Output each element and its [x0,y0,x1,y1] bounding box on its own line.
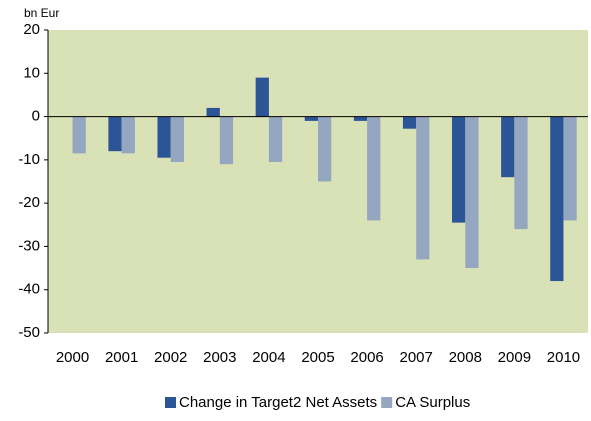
bar [353,116,368,121]
y-tick-label: 20 [23,21,40,38]
bar [452,116,466,223]
bar [170,116,184,163]
x-tick-label: 2000 [56,349,89,366]
x-tick-label: 2006 [350,349,383,366]
x-tick-label: 2002 [154,349,187,366]
bar [402,116,417,129]
y-tick-label: -10 [18,151,40,168]
bar [121,116,135,154]
y-tick-label: -20 [18,194,40,211]
bar [72,116,86,154]
bar [304,116,318,121]
x-tick-label: 2001 [105,349,138,366]
bar [108,116,122,152]
y-tick-label: 0 [32,108,40,125]
y-tick-label: -30 [18,237,40,254]
x-tick-label: 2010 [547,349,580,366]
legend-label: CA Surplus [395,394,470,411]
bar [416,116,430,260]
y-tick-label: 10 [23,64,40,81]
bar [501,116,515,178]
x-tick-label: 2004 [252,349,285,366]
bar [255,77,269,117]
bar [563,116,577,221]
x-tick-label: 2009 [498,349,531,366]
bar [550,116,564,282]
x-tick-label: 2003 [203,349,236,366]
bar [318,116,332,182]
bar [268,116,283,163]
bar [514,116,528,230]
y-unit-label: bn Eur [24,6,59,20]
legend-label: Change in Target2 Net Assets [179,394,377,411]
bar [367,116,381,221]
bar [206,107,220,117]
x-tick-label: 2007 [399,349,432,366]
bar [157,116,171,158]
x-tick-label: 2005 [301,349,334,366]
y-tick-label: -50 [18,324,40,341]
y-tick-label: -40 [18,281,40,298]
legend-swatch [165,397,176,408]
bar [465,116,479,269]
legend-swatch [381,397,393,408]
x-tick-label: 2008 [449,349,482,366]
bar [219,116,234,165]
